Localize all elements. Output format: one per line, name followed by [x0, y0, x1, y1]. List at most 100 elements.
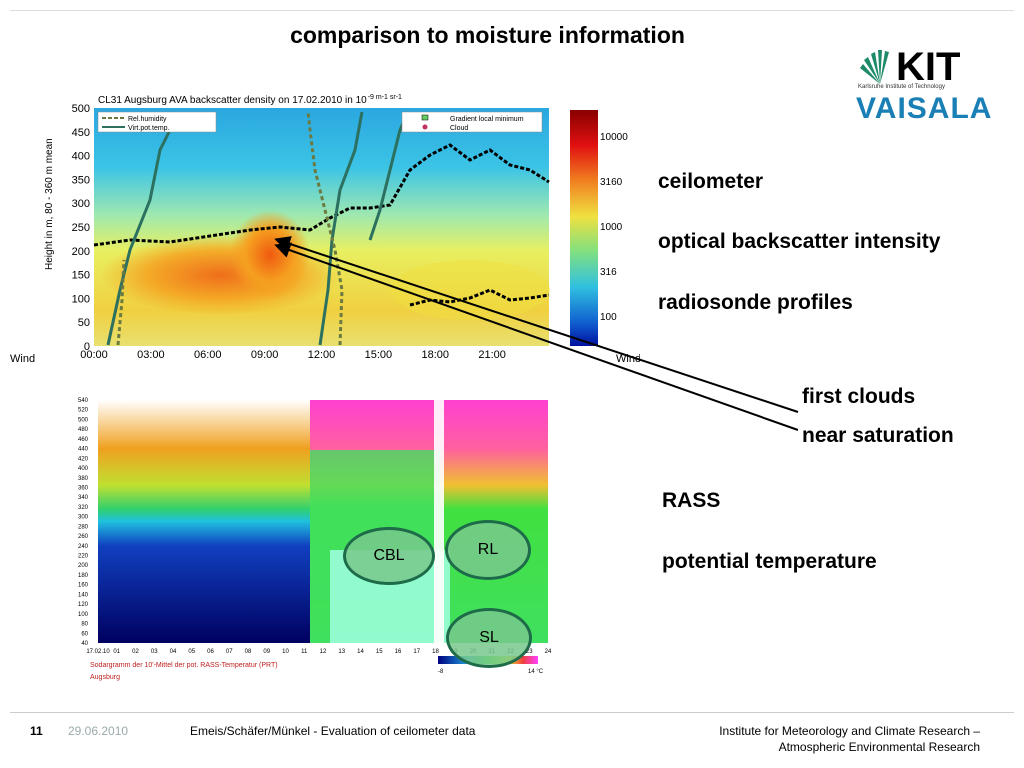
rass-y-tick: 260	[78, 534, 89, 540]
footer-date: 29.06.2010	[68, 724, 129, 738]
rass-y-tick: 80	[81, 622, 88, 628]
ceil-colorbar	[570, 110, 598, 346]
legend-gradient-min: Gradient local minimum	[450, 116, 524, 123]
rass-y-tick: 520	[78, 408, 89, 414]
rass-x-tick: 09	[263, 649, 270, 655]
rass-x-tick: 07	[226, 649, 233, 655]
rass-x-tick: 08	[245, 649, 252, 655]
rass-y-tick: 240	[78, 544, 89, 550]
label-potential-temperature: potential temperature	[662, 550, 877, 573]
label-optical-backscatter: optical backscatter intensity	[658, 230, 941, 253]
rass-y-tick: 200	[78, 563, 89, 569]
rass-y-tick: 500	[78, 417, 89, 423]
colorbar-tick: 10000	[600, 132, 628, 143]
rass-x-tick: 03	[151, 649, 158, 655]
rass-x-tick: 24	[545, 649, 552, 655]
ceil-x-tick: 15:00	[365, 349, 393, 361]
kit-subtitle: Karlsruhe Institute of Technology	[858, 84, 945, 90]
rass-y-axis: 540 520 500 480 460 440 420 400 380 360 340 320 300 2…	[78, 398, 89, 647]
rass-x-tick: 13	[338, 649, 345, 655]
rass-x-tick: 17.02.10	[86, 649, 110, 655]
rass-place: Augsburg	[90, 674, 120, 681]
kit-logo-icon: KIT	[860, 45, 960, 89]
ceil-colorbar-ticks: 10000 3160 1000 316 100	[600, 132, 628, 323]
ceil-y-tick: 250	[72, 222, 90, 234]
ceil-y-tick: 300	[72, 198, 90, 210]
rass-y-tick: 280	[78, 524, 89, 530]
rass-x-tick: 06	[207, 649, 214, 655]
rass-y-tick: 320	[78, 505, 89, 511]
label-near-saturation: near saturation	[802, 424, 954, 447]
colorbar-tick: 100	[600, 312, 617, 323]
ceil-x-tick: 03:00	[137, 349, 165, 361]
label-rass: RASS	[662, 489, 721, 512]
colorbar-tick: 1000	[600, 222, 623, 233]
rass-x-tick: 23	[526, 649, 533, 655]
rass-y-tick: 460	[78, 437, 89, 443]
ceil-x-tick: 18:00	[421, 349, 449, 361]
ceil-title: CL31 Augsburg AVA backscatter density on…	[98, 94, 402, 106]
colorbar-tick: 3160	[600, 177, 623, 188]
ceil-y-tick: 0	[84, 341, 90, 353]
ceil-x-tick: 06:00	[194, 349, 222, 361]
rass-y-tick: 40	[81, 641, 88, 647]
ceil-y-tick: 150	[72, 270, 90, 282]
rass-y-tick: 180	[78, 573, 89, 579]
ceil-y-tick: 200	[72, 246, 90, 258]
legend-rel-humidity: Rel.humidity	[128, 116, 167, 123]
rass-x-tick: 16	[395, 649, 402, 655]
rass-y-tick: 160	[78, 583, 89, 589]
label-ceilometer: ceilometer	[658, 170, 764, 193]
legend-virt-pot-temp: Virt.pot.temp.	[128, 125, 170, 132]
rass-x-tick: 14	[357, 649, 364, 655]
label-radiosonde: radiosonde profiles	[658, 291, 853, 314]
footer-institute-2: Atmospheric Environmental Research	[778, 740, 980, 754]
ceil-x-tick: 21:00	[478, 349, 506, 361]
rass-y-tick: 340	[78, 495, 89, 501]
vaisala-text: VAISALA	[856, 92, 993, 125]
rass-y-tick: 300	[78, 515, 89, 521]
sl-oval: SL	[446, 608, 532, 668]
kit-text: KIT	[896, 45, 960, 89]
rass-x-tick: 01	[113, 649, 120, 655]
rass-x-tick: 05	[188, 649, 195, 655]
ceil-wind-right: Wind	[616, 353, 640, 365]
ceil-y-tick: 500	[72, 103, 90, 115]
ceil-y-tick: 450	[72, 127, 90, 139]
rass-scale-max: 14 °C	[528, 669, 544, 675]
ceil-x-tick: 09:00	[251, 349, 279, 361]
footer-authors: Emeis/Schäfer/Münkel - Evaluation of cei…	[190, 724, 476, 738]
rass-y-tick: 440	[78, 447, 89, 453]
rass-y-tick: 100	[78, 612, 89, 618]
ceilometer-figure: CL31 Augsburg AVA backscatter density on…	[10, 90, 641, 370]
rass-y-tick: 380	[78, 476, 89, 482]
label-first-clouds: first clouds	[802, 385, 916, 408]
ceil-ylabel: Height in m, 80 - 360 m mean	[44, 138, 55, 270]
rass-y-tick: 360	[78, 485, 89, 491]
rass-x-tick: 18	[432, 649, 439, 655]
ceil-x-tick: 00:00	[80, 349, 108, 361]
rass-x-tick: 15	[376, 649, 383, 655]
rass-x-tick: 02	[132, 649, 139, 655]
cbl-oval: CBL	[343, 527, 435, 585]
legend-cloud: Cloud	[450, 125, 468, 132]
rass-x-tick: 17	[413, 649, 420, 655]
rl-oval: RL	[445, 520, 531, 580]
rass-y-tick: 400	[78, 466, 89, 472]
rass-y-tick: 140	[78, 592, 89, 598]
rass-y-tick: 480	[78, 427, 89, 433]
ceil-y-tick: 50	[78, 317, 90, 329]
rass-x-tick: 12	[320, 649, 327, 655]
rass-x-axis: 17.02.10 01 02 03 04 05 06 07 08 09 10 11 12 13 14 15 16…	[86, 649, 552, 655]
rass-caption: Sodargramm der 10'-Mittel der pot. RASS-…	[90, 662, 278, 669]
top-border	[10, 10, 1014, 21]
slide-title: comparison to moisture information	[290, 22, 685, 48]
ceil-x-axis: 00:00 03:00 06:00 09:00 12:00 15:00 18:00 21:00	[80, 349, 506, 361]
ceil-x-tick: 12:00	[308, 349, 336, 361]
rass-x-tick: 04	[170, 649, 177, 655]
rass-y-tick: 220	[78, 554, 89, 560]
footer-page-number: 11	[30, 724, 43, 738]
colorbar-tick: 316	[600, 267, 617, 278]
